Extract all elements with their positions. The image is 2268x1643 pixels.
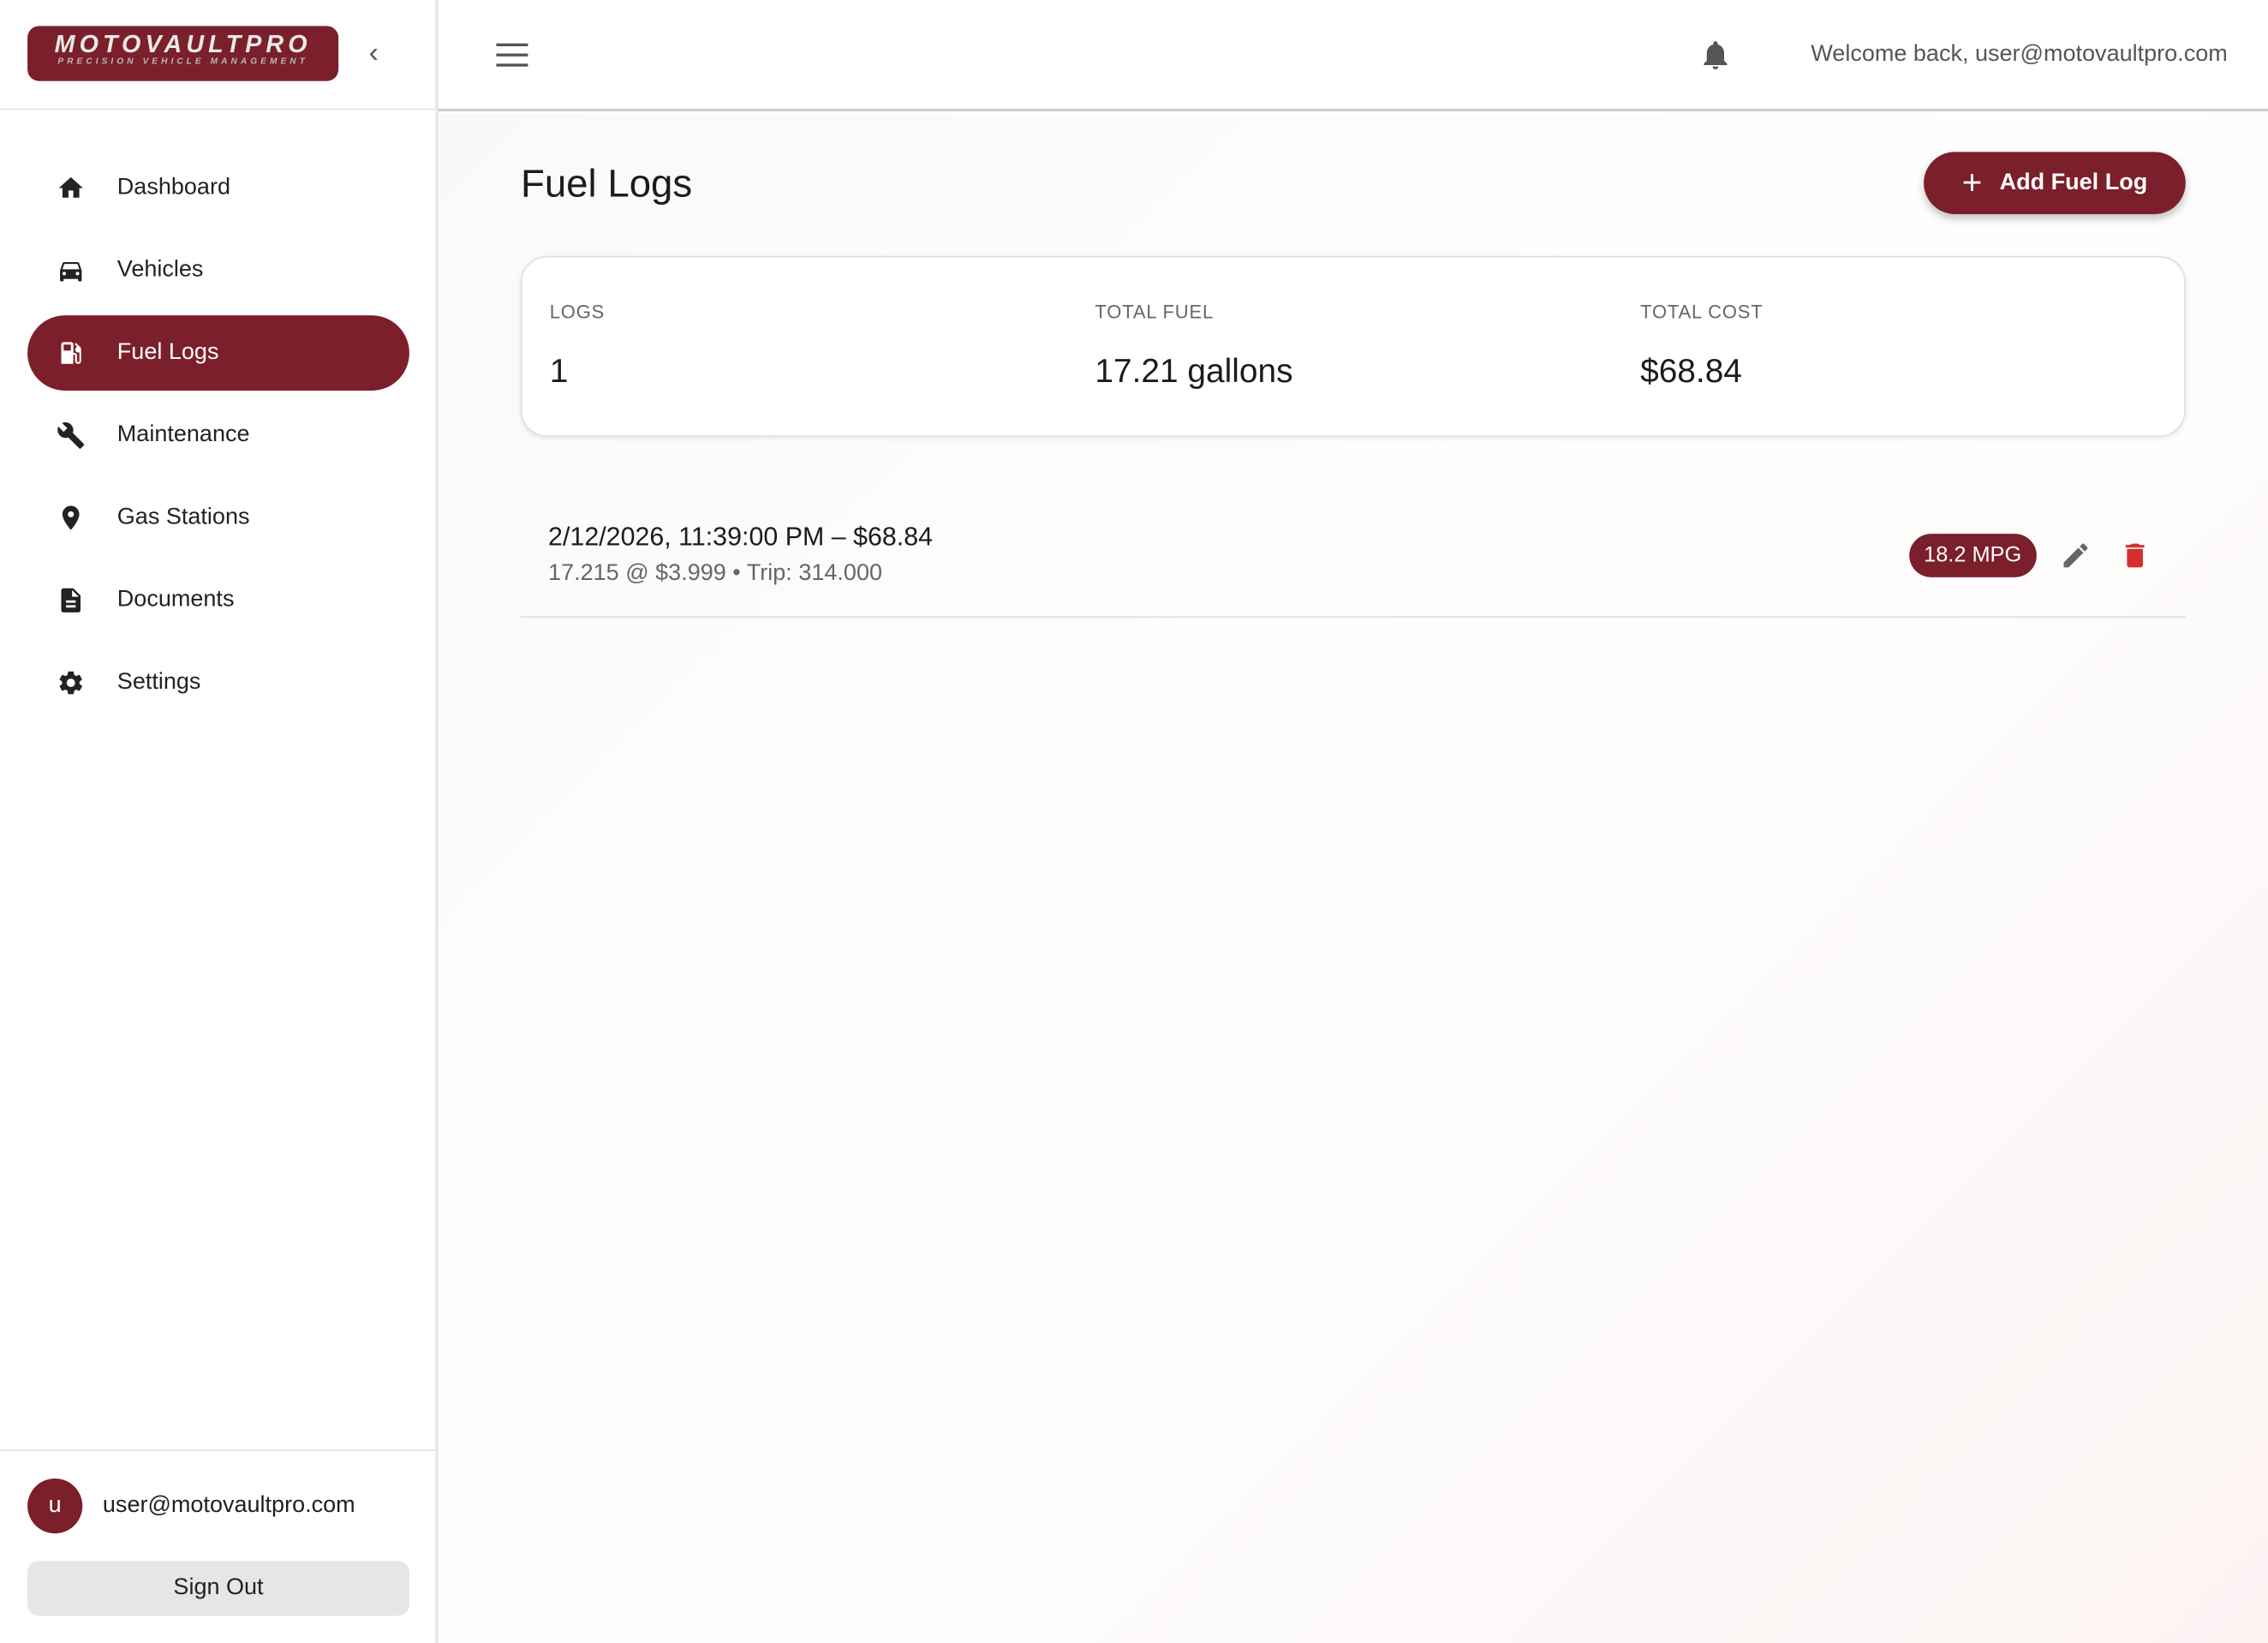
welcome-text: Welcome back, user@motovaultpro.com bbox=[1811, 41, 2228, 67]
avatar: u bbox=[27, 1478, 83, 1534]
car-icon bbox=[60, 261, 82, 282]
sign-out-button[interactable]: Sign Out bbox=[27, 1561, 409, 1616]
map-pin-icon bbox=[62, 505, 80, 530]
notification-bell-icon[interactable] bbox=[1698, 36, 1734, 74]
sidebar-item-fuel-logs[interactable]: Fuel Logs bbox=[27, 315, 409, 391]
stat-value: 17.21 gallons bbox=[1095, 351, 1293, 390]
top-bar: Welcome back, user@motovaultpro.com bbox=[438, 0, 2268, 112]
gear-icon bbox=[59, 671, 82, 695]
edit-pencil-icon[interactable] bbox=[2060, 540, 2092, 571]
sidebar: MOTOVAULTPRO PRECISION VEHICLE MANAGEMEN… bbox=[0, 0, 439, 1643]
sidebar-item-label: Dashboard bbox=[116, 175, 230, 200]
add-fuel-log-button[interactable]: + Add Fuel Log bbox=[1924, 152, 2186, 214]
user-email: user@motovaultpro.com bbox=[102, 1492, 355, 1518]
delete-trash-icon[interactable] bbox=[2119, 540, 2151, 571]
logo-wordmark: MOTOVAULTPRO bbox=[54, 30, 312, 58]
page-title: Fuel Logs bbox=[520, 162, 693, 206]
plus-icon: + bbox=[1961, 162, 1983, 202]
sidebar-item-dashboard[interactable]: Dashboard bbox=[27, 151, 409, 226]
sidebar-item-label: Vehicles bbox=[116, 257, 204, 283]
stat-value: 1 bbox=[549, 351, 569, 390]
logo-tagline: PRECISION VEHICLE MANAGEMENT bbox=[57, 57, 308, 67]
stat-label: LOGS bbox=[549, 301, 606, 323]
sidebar-item-label: Gas Stations bbox=[116, 505, 250, 530]
fuel-log-details: 17.215 @ $3.999 • Trip: 314.000 bbox=[548, 561, 883, 586]
main-content: Fuel Logs + Add Fuel Log LOGS 1 TOTAL FU… bbox=[438, 114, 2268, 1643]
mpg-badge: 18.2 MPG bbox=[1909, 534, 2037, 577]
hamburger-menu-icon[interactable] bbox=[496, 40, 531, 69]
stat-value: $68.84 bbox=[1640, 351, 1742, 390]
sidebar-item-label: Settings bbox=[116, 669, 201, 695]
sidebar-item-label: Fuel Logs bbox=[116, 339, 219, 365]
sidebar-item-gas-stations[interactable]: Gas Stations bbox=[27, 481, 409, 556]
sidebar-item-settings[interactable]: Settings bbox=[27, 645, 409, 720]
stat-logs: LOGS 1 bbox=[550, 301, 605, 391]
stat-total-cost: TOTAL COST $68.84 bbox=[1640, 301, 1763, 391]
add-fuel-log-label: Add Fuel Log bbox=[1999, 170, 2148, 195]
stats-card: LOGS 1 TOTAL FUEL 17.21 gallons TOTAL CO… bbox=[520, 255, 2186, 438]
collapse-sidebar-chevron-left-icon[interactable]: ‹ bbox=[368, 37, 379, 70]
home-icon bbox=[58, 176, 83, 198]
stat-total-fuel: TOTAL FUEL 17.21 gallons bbox=[1095, 301, 1292, 391]
sidebar-item-documents[interactable]: Documents bbox=[27, 563, 409, 638]
stat-label: TOTAL FUEL bbox=[1095, 301, 1215, 323]
sidebar-item-vehicles[interactable]: Vehicles bbox=[27, 233, 409, 308]
fuel-pump-icon bbox=[61, 342, 81, 364]
fuel-log-row[interactable]: 2/12/2026, 11:39:00 PM – $68.84 17.215 @… bbox=[520, 499, 2186, 618]
wrench-icon bbox=[57, 421, 85, 449]
sidebar-item-label: Documents bbox=[116, 587, 235, 612]
logo-row: MOTOVAULTPRO PRECISION VEHICLE MANAGEMEN… bbox=[0, 0, 436, 111]
user-area: u user@motovaultpro.com Sign Out bbox=[0, 1449, 436, 1643]
stat-label: TOTAL COST bbox=[1640, 301, 1764, 323]
document-icon bbox=[61, 588, 81, 612]
sidebar-item-label: Maintenance bbox=[116, 422, 250, 447]
sidebar-item-maintenance[interactable]: Maintenance bbox=[27, 397, 409, 473]
brand-logo[interactable]: MOTOVAULTPRO PRECISION VEHICLE MANAGEMEN… bbox=[27, 26, 339, 81]
fuel-log-title: 2/12/2026, 11:39:00 PM – $68.84 bbox=[548, 522, 934, 552]
sidebar-nav: Dashboard Vehicles Fuel Logs Maintenance… bbox=[27, 151, 409, 728]
